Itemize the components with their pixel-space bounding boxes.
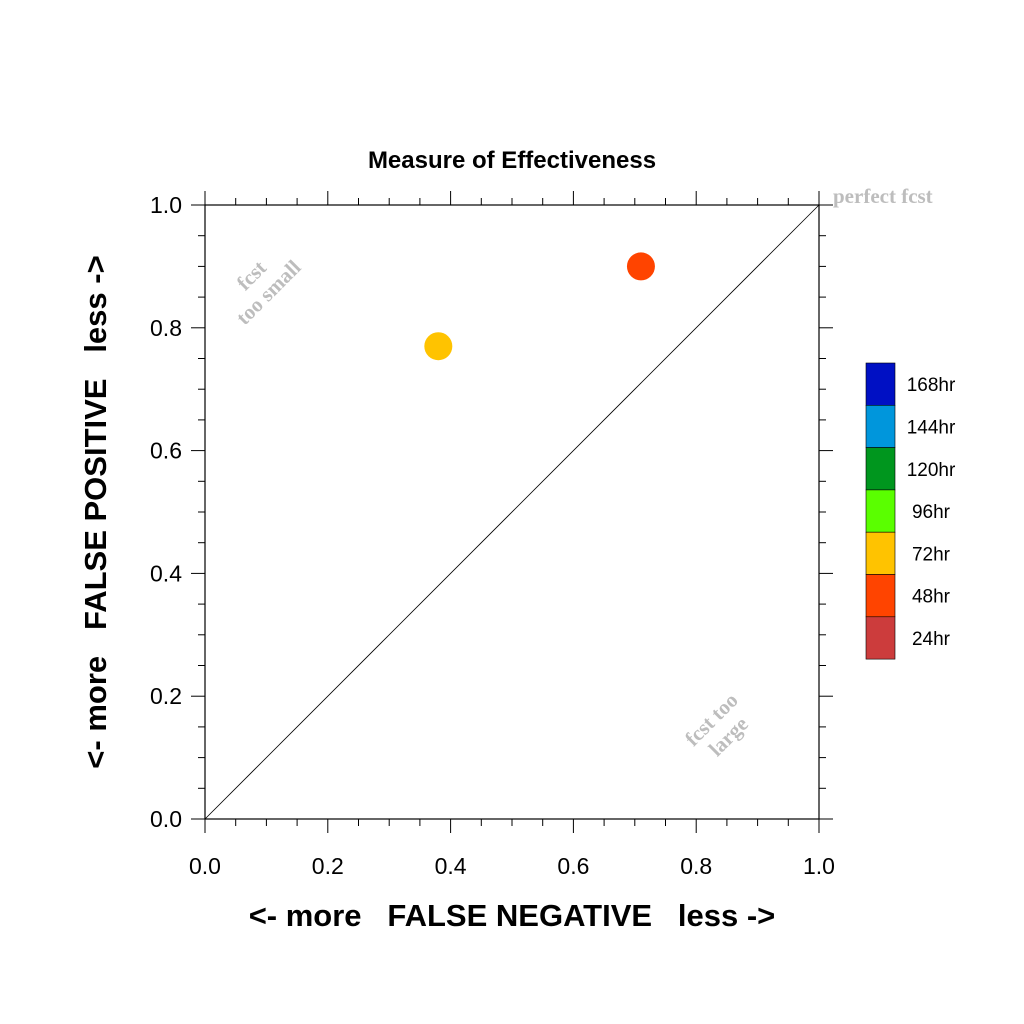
perfect-fcst-annotation: perfect fcst	[833, 184, 933, 208]
y-tick-label: 1.0	[150, 192, 182, 218]
y-tick-labels: 0.0 0.2 0.4 0.6 0.8 1.0	[150, 192, 182, 832]
x-tick-label: 1.0	[803, 853, 835, 879]
too-small-annotation: fcst too small	[231, 255, 305, 329]
x-tick-label: 0.2	[312, 853, 344, 879]
diagonal-line	[204, 204, 820, 820]
data-points	[424, 252, 655, 361]
x-tick-label: 0.8	[680, 853, 712, 879]
too-large-annotation: fcst too large	[680, 688, 753, 761]
x-tick-label: 0.0	[189, 853, 221, 879]
x-tick-labels: 0.0 0.2 0.4 0.6 0.8 1.0	[189, 853, 835, 879]
legend-label: 120hr	[907, 460, 956, 481]
chart-title: Measure of Effectiveness	[368, 147, 656, 174]
legend-swatch	[865, 616, 896, 660]
legend-label: 72hr	[912, 544, 951, 565]
x-axis-label: <- more FALSE NEGATIVE less ->	[249, 898, 776, 933]
legend-label: 96hr	[912, 502, 951, 523]
legend-label: 144hr	[907, 417, 956, 438]
legend-swatch	[865, 404, 896, 448]
legend: 168hr 144hr 120hr 96hr 72hr 48hr 24hr	[865, 362, 956, 660]
data-point	[424, 332, 453, 361]
y-tick-label: 0.0	[150, 806, 182, 832]
legend-swatch	[865, 447, 896, 491]
y-tick-label: 0.6	[150, 438, 182, 464]
y-tick-label: 0.8	[150, 315, 182, 341]
x-tick-label: 0.4	[435, 853, 467, 879]
plot-frame	[204, 204, 820, 820]
legend-swatch	[865, 574, 896, 618]
legend-swatch	[865, 489, 896, 533]
y-axis-label: <- more FALSE POSITIVE less ->	[78, 255, 113, 768]
legend-label: 48hr	[912, 587, 951, 608]
legend-label: 24hr	[912, 629, 951, 650]
y-tick-label: 0.4	[150, 560, 182, 586]
axis-ticks	[191, 191, 833, 833]
legend-label: 168hr	[907, 375, 956, 396]
legend-swatch	[865, 362, 896, 406]
y-tick-label: 0.2	[150, 683, 182, 709]
x-tick-label: 0.6	[557, 853, 589, 879]
data-point	[626, 252, 655, 281]
legend-swatch	[865, 531, 896, 575]
